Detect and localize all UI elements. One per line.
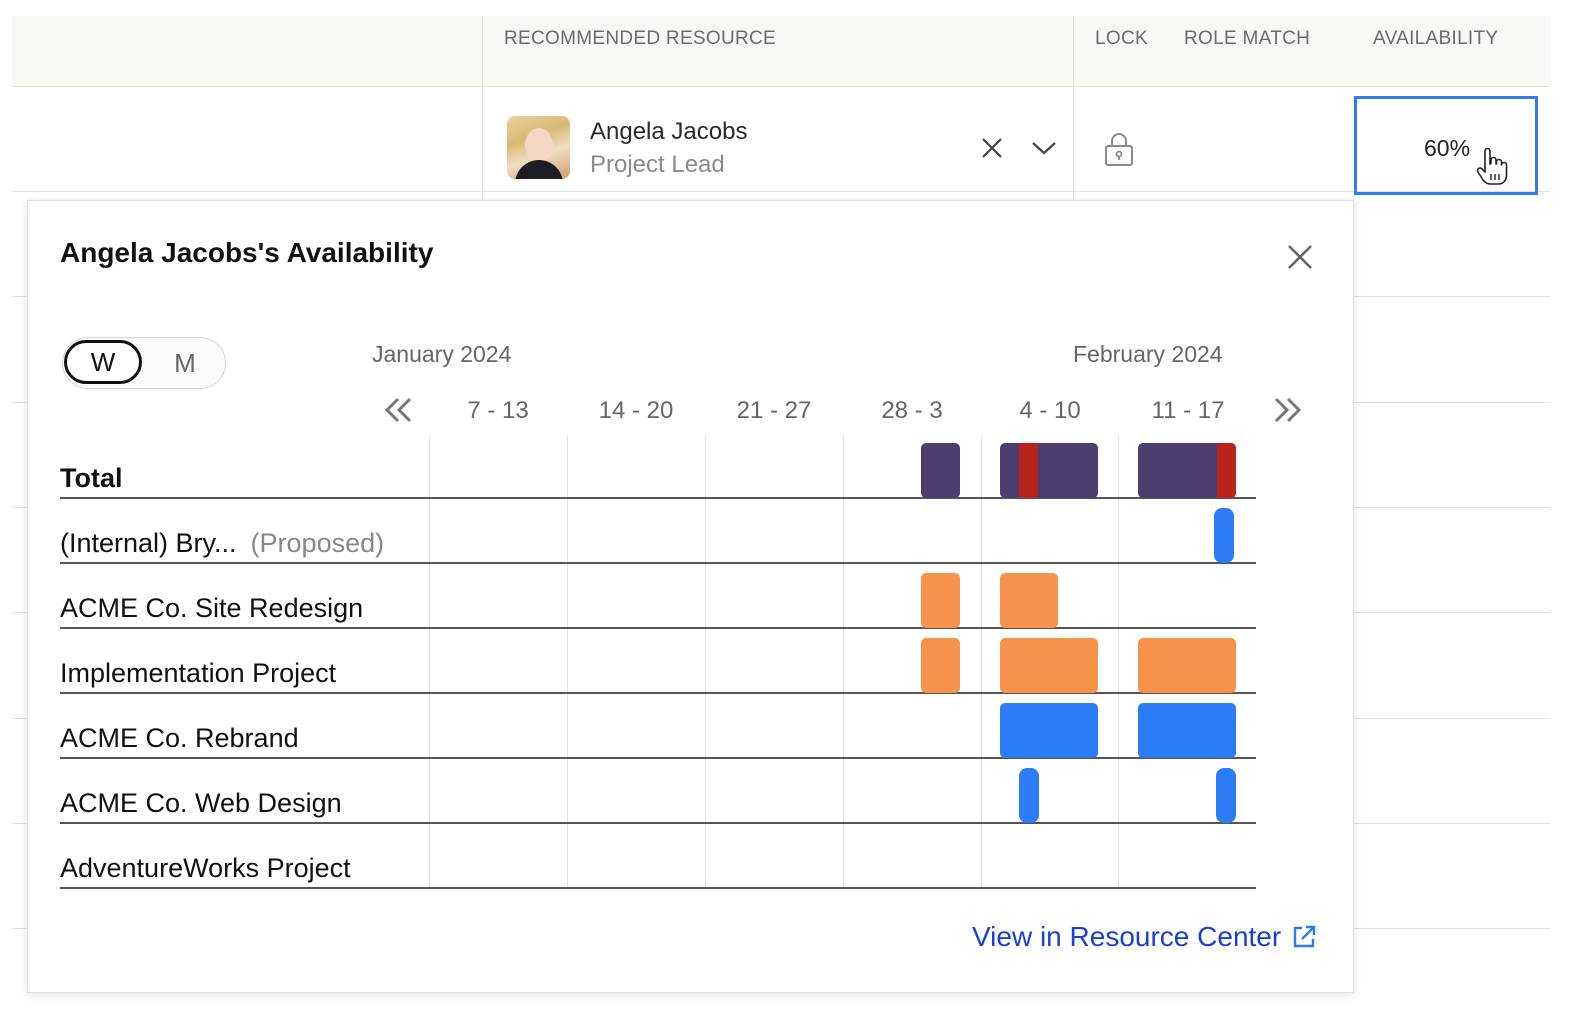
grid-column [1118,435,1119,887]
lock-icon[interactable] [1104,131,1134,172]
toggle-week[interactable]: W [64,340,142,384]
double-chevron-left-icon[interactable] [383,395,415,430]
availability-popup: Angela Jacobs's Availability W M January… [27,200,1354,993]
week-label: 28 - 3 [881,397,943,424]
overallocation-segment [1019,443,1038,498]
column-divider [482,16,483,200]
week-label: 7 - 13 [467,397,529,424]
column-divider [1073,16,1074,200]
allocation-bar[interactable] [921,573,960,628]
month-label: February 2024 [1073,341,1223,367]
row-label[interactable]: ACME Co. Web Design [60,788,342,818]
row-label[interactable]: ACME Co. Site Redesign [60,593,364,623]
avatar [507,116,570,179]
allocation-bar[interactable] [1138,703,1236,758]
week-label: 14 - 20 [598,397,674,424]
allocation-bar[interactable] [1019,768,1039,823]
week-label: 21 - 27 [736,397,812,424]
double-chevron-right-icon[interactable] [1271,395,1303,430]
row-label-total: Total [60,463,123,493]
availability-value[interactable]: 60% [1424,135,1471,161]
allocation-bar[interactable] [1000,703,1098,758]
header-lock[interactable]: LOCK [1095,28,1148,49]
hand-cursor-icon [1476,147,1508,191]
week-month-toggle[interactable]: W M [62,337,226,389]
row-label[interactable]: Implementation Project [60,658,337,688]
grid-column [981,435,982,887]
row-underline [60,497,1256,499]
resource-role: Project Lead [590,151,725,178]
link-text[interactable]: View in Resource Center [972,921,1282,952]
allocation-bar[interactable] [921,638,960,693]
toggle-month[interactable]: M [174,348,196,378]
row-underline [60,887,1256,889]
close-icon[interactable] [1286,243,1314,276]
overallocation-segment [1217,443,1236,498]
row-underline [60,692,1256,694]
month-label: January 2024 [372,341,512,367]
row-label[interactable]: ACME Co. Rebrand [60,723,299,753]
allocation-bar[interactable] [1214,508,1234,563]
row-label-text: (Internal) Bry... [60,528,237,558]
allocation-bar[interactable] [1138,638,1236,693]
proposed-tag: (Proposed) [250,528,385,558]
header-recommended-resource[interactable]: RECOMMENDED RESOURCE [504,28,777,49]
total-bar[interactable] [921,443,960,498]
popup-title: Angela Jacobs's Availability [60,237,434,268]
row-label[interactable]: AdventureWorks Project [60,853,351,883]
grid-column [567,435,568,887]
grid-column [429,435,430,887]
week-label: 4 - 10 [1019,397,1081,424]
allocation-bar[interactable] [1000,638,1098,693]
header-availability[interactable]: AVAILABILITY [1373,28,1499,49]
header-role-match[interactable]: ROLE MATCH [1184,28,1311,49]
week-label: 11 - 17 [1151,397,1225,424]
total-bar[interactable] [1000,443,1098,498]
row-underline [60,627,1256,629]
grid-column [705,435,706,887]
total-bar[interactable] [1138,443,1236,498]
table-header [12,16,1550,87]
grid-column [843,435,844,887]
allocation-bar[interactable] [1216,768,1236,823]
allocation-bar[interactable] [1000,573,1058,628]
row-underline [60,822,1256,824]
row-underline [60,757,1256,759]
external-link-icon [1294,925,1316,948]
chevron-down-icon[interactable] [1030,138,1058,163]
row-label[interactable]: (Internal) Bry... (Proposed) [60,528,384,559]
resource-name[interactable]: Angela Jacobs [590,118,748,145]
row-underline [60,562,1256,564]
availability-cell[interactable] [1354,96,1538,195]
row-divider [12,191,1550,192]
view-in-resource-center-link[interactable]: View in Resource Center [972,921,1317,953]
clear-icon[interactable] [980,136,1004,165]
